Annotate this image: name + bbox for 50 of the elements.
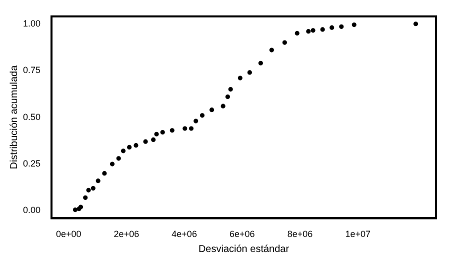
x-tick-label: 0e+00	[56, 229, 82, 240]
point	[238, 76, 242, 80]
point	[282, 40, 287, 45]
y-tick-label: 0.50	[22, 112, 41, 122]
point	[194, 118, 198, 124]
point	[310, 28, 316, 33]
point	[200, 113, 205, 118]
point	[96, 178, 100, 184]
point	[160, 130, 165, 135]
point	[90, 186, 96, 191]
point	[102, 171, 107, 176]
point	[120, 148, 126, 154]
point	[225, 94, 230, 100]
x-tick-label: 1e+07	[345, 229, 371, 240]
point	[247, 70, 252, 75]
point	[134, 143, 138, 148]
point	[86, 188, 91, 192]
x-tick-label: 2e+06	[114, 229, 140, 240]
point	[188, 126, 194, 131]
point	[228, 86, 233, 92]
point	[182, 126, 188, 131]
x-tick-label: 8e+06	[287, 229, 313, 240]
point	[72, 207, 78, 212]
y-tick-label: 0.75	[22, 65, 41, 76]
point	[143, 139, 148, 144]
x-axis-title: Desviación estándar	[198, 244, 290, 255]
y-tick-label: 0.00	[22, 205, 41, 216]
point	[127, 144, 132, 150]
point	[151, 137, 156, 142]
point	[269, 48, 274, 52]
point	[294, 30, 300, 36]
point	[258, 60, 263, 66]
point	[209, 108, 214, 112]
point	[352, 22, 356, 28]
point	[306, 29, 311, 34]
point	[83, 195, 88, 200]
point	[110, 162, 115, 166]
x-tick-label: 4e+06	[172, 229, 197, 240]
point	[339, 24, 344, 29]
point	[154, 132, 159, 136]
point	[413, 22, 418, 26]
point	[116, 156, 121, 161]
y-axis-title: Distribución acumulada	[8, 64, 20, 170]
x-tick-label: 6e+06	[230, 229, 255, 240]
point	[320, 27, 325, 32]
y-tick-label: 0.25	[22, 158, 41, 168]
point	[170, 128, 174, 133]
point	[330, 25, 334, 30]
y-tick-label: 1.00	[22, 18, 41, 28]
point	[220, 104, 226, 108]
